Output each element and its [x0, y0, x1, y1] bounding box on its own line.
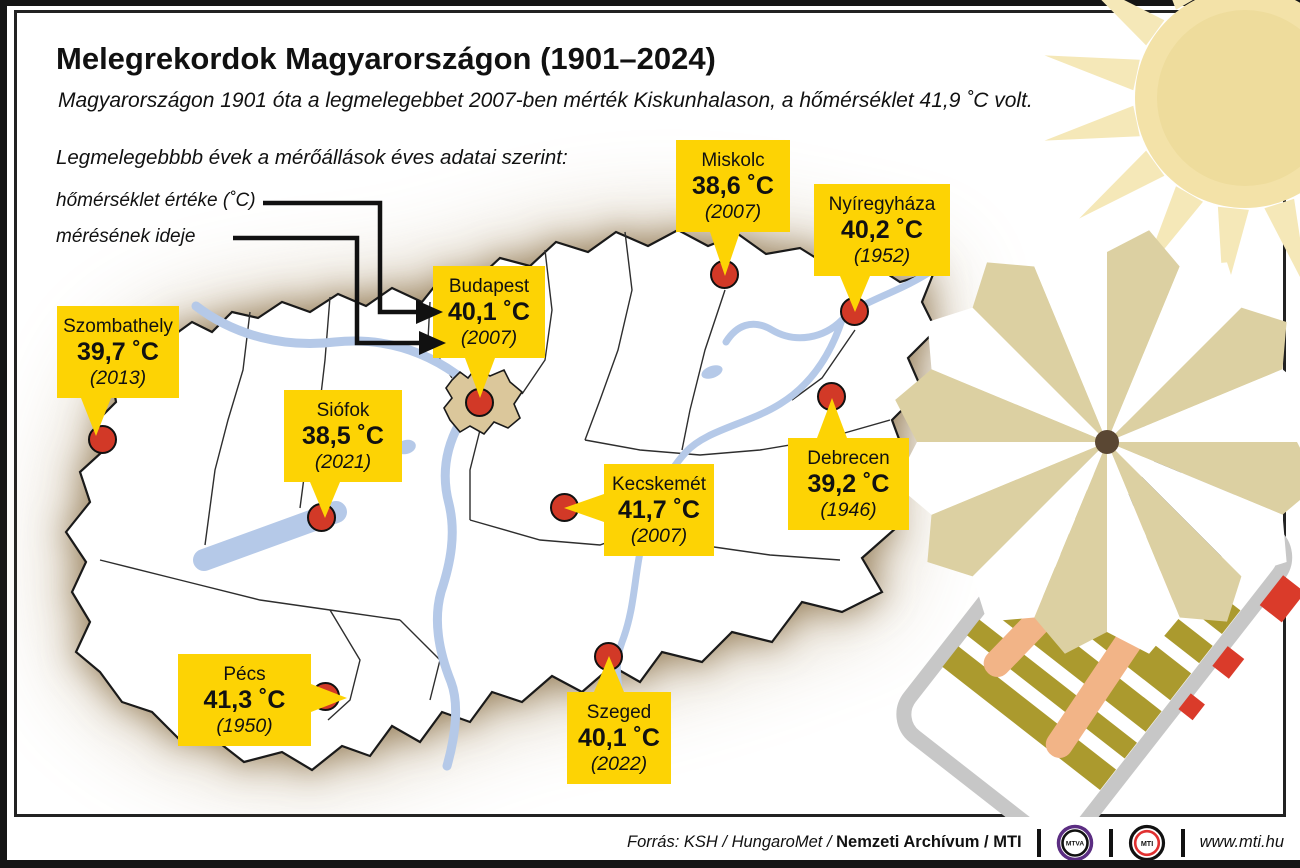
label-pointer-down	[81, 398, 111, 436]
label-pointer-right	[311, 684, 347, 712]
city-label-kecskemet: Kecskemét 41,7 ˚C (2007)	[564, 464, 714, 556]
city-label-budapest: Budapest 40,1 ˚C (2007)	[433, 266, 545, 398]
footer-divider-bar	[1108, 828, 1113, 857]
city-label-szeged: Szeged 40,1 ˚C (2022)	[567, 656, 671, 784]
legend-temperature-label: hőmérséklet értéke (˚C)	[56, 190, 256, 211]
page-border-top	[0, 0, 1300, 6]
city-temperature: 39,7 ˚C	[77, 338, 159, 366]
city-name: Budapest	[448, 276, 530, 297]
city-record-year: (1952)	[853, 245, 911, 267]
site-url: www.mti.hu	[1199, 833, 1284, 851]
city-temperature: 40,1 ˚C	[448, 298, 530, 326]
source-credit-bold: Nemzeti Archívum / MTI	[836, 833, 1022, 851]
city-name: Debrecen	[807, 448, 890, 469]
footer-divider-bar	[1180, 828, 1185, 857]
label-pointer-left	[564, 494, 604, 522]
mtva-logo-text: MTVA	[1066, 840, 1084, 847]
city-label-szombathely: Szombathely 39,7 ˚C (2013)	[57, 306, 179, 436]
city-temperature: 38,6 ˚C	[692, 172, 774, 200]
city-label-miskolc: Miskolc 38,6 ˚C (2007)	[676, 140, 790, 276]
footer-divider-bar	[1036, 828, 1041, 857]
legend-year-label: mérésének ideje	[56, 226, 196, 247]
label-pointer-down	[710, 232, 740, 276]
legend-intro: Legmelegebbbb évek a mérőállások éves ad…	[56, 146, 568, 169]
label-pointer-down	[310, 482, 340, 518]
label-pointer-up	[594, 656, 624, 692]
mti-logo-text: MTI	[1140, 838, 1152, 847]
city-name: Kecskemét	[612, 474, 706, 495]
city-temperature: 41,3 ˚C	[203, 686, 286, 714]
city-record-year: (2021)	[314, 451, 372, 473]
city-temperature: 40,2 ˚C	[841, 216, 923, 244]
city-label-debrecen: Debrecen 39,2 ˚C (1946)	[788, 398, 909, 530]
label-pointer-down	[840, 276, 870, 312]
city-name: Nyíregyháza	[828, 194, 936, 215]
label-pointer-up	[817, 398, 847, 438]
city-temperature: 41,7 ˚C	[618, 496, 700, 524]
page-border-left	[0, 0, 7, 868]
page-subtitle: Magyarországon 1901 óta a legmelegebbet …	[56, 86, 1059, 116]
city-label-pecs: Pécs 41,3 ˚C (1950)	[178, 654, 347, 746]
city-record-year: (2007)	[460, 327, 518, 349]
city-name: Pécs	[223, 664, 266, 685]
city-record-year: (1946)	[820, 499, 877, 521]
city-temperature: 39,2 ˚C	[807, 470, 890, 498]
city-record-year: (2007)	[630, 525, 688, 547]
city-temperature: 38,5 ˚C	[302, 422, 384, 450]
city-record-year: (2007)	[704, 201, 762, 223]
mti-logo: MTI	[1128, 824, 1165, 861]
city-name: Szombathely	[63, 316, 173, 337]
city-name: Szeged	[586, 702, 652, 723]
city-label-nyiregyhaza: Nyíregyháza 40,2 ˚C (1952)	[814, 184, 950, 312]
source-credit: Forrás: KSH / HungaroMet / Nemzeti Archí…	[627, 833, 1022, 852]
label-pointer-down	[465, 358, 495, 398]
source-credit-italic: Forrás: KSH / HungaroMet /	[627, 833, 837, 851]
city-temperature: 40,1 ˚C	[578, 724, 660, 752]
city-record-year: (2013)	[89, 367, 147, 389]
city-record-year: (2022)	[590, 753, 648, 775]
city-record-year: (1950)	[216, 715, 273, 737]
mtva-logo: MTVA	[1056, 824, 1093, 861]
page-title: Melegrekordok Magyarországon (1901–2024)	[56, 41, 716, 76]
city-name: Siófok	[316, 400, 370, 421]
city-label-siofok: Siófok 38,5 ˚C (2021)	[284, 390, 402, 518]
page-border-bottom	[0, 860, 1300, 868]
city-name: Miskolc	[701, 150, 765, 171]
